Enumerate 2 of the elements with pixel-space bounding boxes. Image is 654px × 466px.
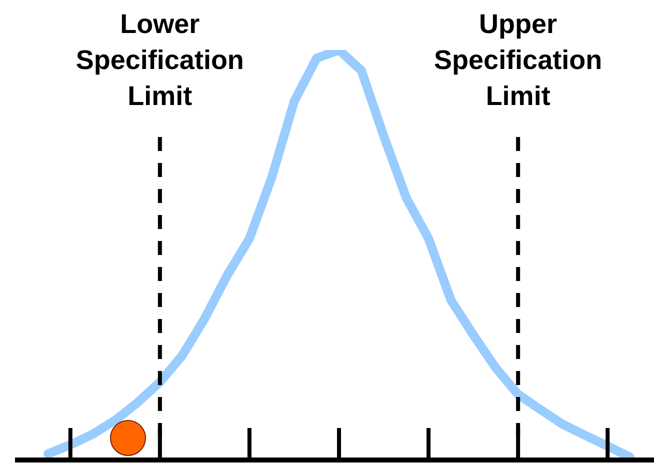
- annotation: Lower Specification Limit: [74, 8, 245, 113]
- annotation: Upper Specification Limit: [433, 8, 604, 113]
